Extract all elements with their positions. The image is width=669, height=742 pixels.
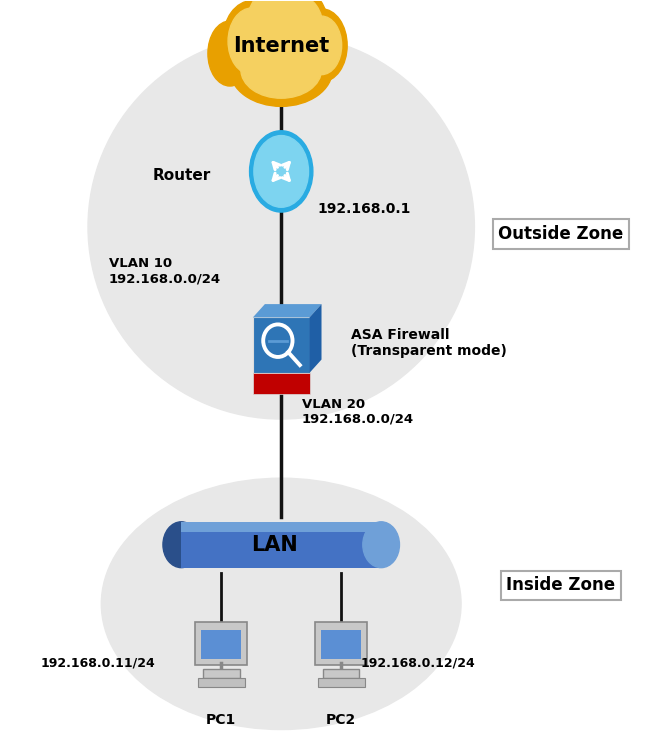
Text: PC2: PC2 (326, 713, 357, 727)
Text: Inside Zone: Inside Zone (506, 577, 615, 594)
FancyBboxPatch shape (195, 623, 248, 666)
Ellipse shape (270, 0, 329, 70)
Ellipse shape (208, 21, 252, 86)
Ellipse shape (241, 0, 307, 70)
FancyBboxPatch shape (318, 677, 365, 686)
Ellipse shape (230, 33, 332, 106)
FancyBboxPatch shape (181, 522, 381, 568)
Polygon shape (253, 304, 322, 318)
Ellipse shape (254, 136, 308, 207)
Ellipse shape (296, 9, 347, 82)
Text: LAN: LAN (251, 535, 298, 555)
FancyBboxPatch shape (321, 631, 361, 659)
Ellipse shape (250, 131, 313, 212)
Ellipse shape (247, 0, 301, 62)
Text: ASA Firewall
(Transparent mode): ASA Firewall (Transparent mode) (351, 328, 507, 358)
FancyBboxPatch shape (197, 677, 245, 686)
Text: PC1: PC1 (206, 713, 236, 727)
Ellipse shape (301, 16, 342, 75)
Text: Internet: Internet (233, 36, 329, 56)
Text: Outside Zone: Outside Zone (498, 226, 624, 243)
FancyBboxPatch shape (323, 669, 359, 677)
Ellipse shape (228, 8, 276, 75)
Text: VLAN 10
192.168.0.0/24: VLAN 10 192.168.0.0/24 (108, 257, 221, 285)
Ellipse shape (88, 35, 474, 419)
FancyBboxPatch shape (253, 372, 310, 393)
Text: 192.168.0.12/24: 192.168.0.12/24 (361, 657, 475, 669)
Ellipse shape (223, 1, 281, 82)
FancyBboxPatch shape (181, 522, 381, 532)
Text: 192.168.0.11/24: 192.168.0.11/24 (41, 657, 155, 669)
FancyBboxPatch shape (315, 623, 367, 666)
Ellipse shape (101, 478, 461, 729)
Ellipse shape (163, 522, 199, 568)
Text: Router: Router (152, 168, 210, 183)
Text: 192.168.0.1: 192.168.0.1 (318, 203, 411, 217)
Ellipse shape (363, 522, 399, 568)
Polygon shape (310, 304, 322, 372)
Text: VLAN 20
192.168.0.0/24: VLAN 20 192.168.0.0/24 (302, 398, 414, 426)
FancyBboxPatch shape (201, 631, 242, 659)
Ellipse shape (241, 42, 322, 98)
FancyBboxPatch shape (253, 318, 310, 372)
FancyBboxPatch shape (203, 669, 240, 677)
Ellipse shape (276, 0, 323, 62)
